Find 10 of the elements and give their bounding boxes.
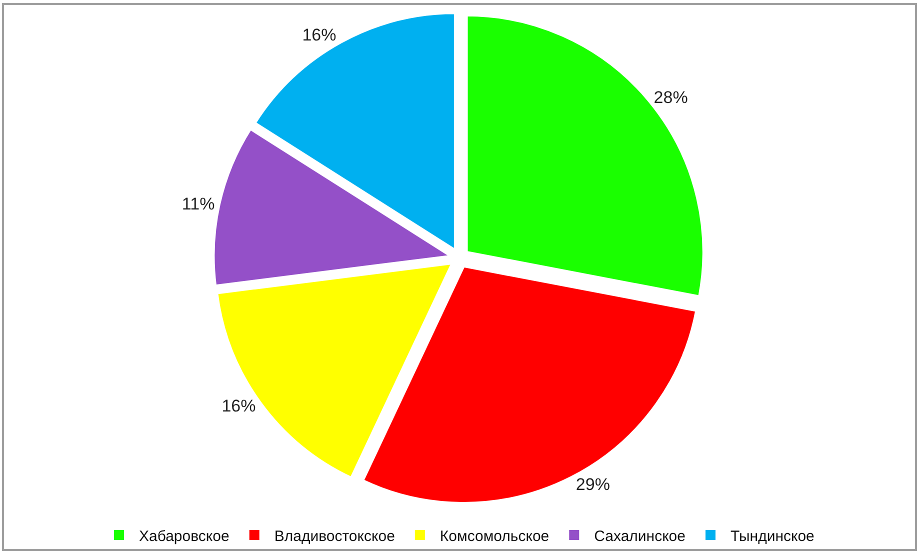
legend-label: Тындинское [730,528,814,545]
legend-label: Сахалинское [594,528,686,545]
data-label: 11% [182,194,215,214]
data-label: 29% [576,475,610,494]
legend-label: Владивостокское [274,528,395,545]
legend-label: Хабаровское [139,528,230,545]
data-label: 16% [302,26,336,45]
data-label: 16% [222,396,256,416]
legend-label: Комсомольское [440,528,550,545]
data-label: 28% [654,88,688,107]
